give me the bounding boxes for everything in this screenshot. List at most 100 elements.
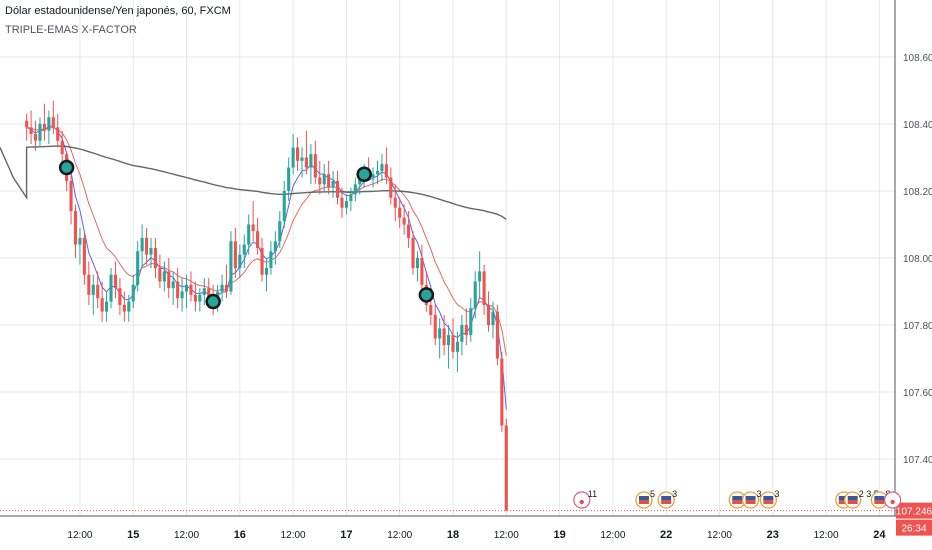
candle-body: [335, 180, 340, 198]
event-flag-top: [638, 496, 649, 500]
y-tick-label: 108.000: [903, 254, 932, 265]
candle-body: [158, 268, 162, 282]
candle-body: [491, 311, 495, 326]
candle-body: [69, 180, 73, 212]
candle-body: [478, 271, 482, 282]
candle-body: [340, 197, 344, 208]
candle-body: [180, 291, 184, 299]
event-count-label: 3: [757, 489, 762, 499]
y-tick-label: 107.400: [903, 455, 932, 466]
signal-marker: [58, 159, 75, 176]
x-tick-label: 15: [127, 529, 139, 541]
event-flag-bottom: [847, 500, 858, 504]
candle-body: [220, 284, 224, 292]
candle-body: [415, 258, 420, 269]
event-flag-top: [745, 496, 756, 500]
indicator-title[interactable]: TRIPLE-EMAS X-FACTOR: [5, 24, 137, 36]
candle-body: [127, 301, 131, 312]
y-tick-label: 108.200: [903, 187, 932, 198]
candle-body: [495, 311, 499, 359]
candle-body: [91, 284, 95, 295]
candle-body: [238, 254, 242, 269]
x-tick-label: 18: [447, 529, 459, 541]
signal-marker: [205, 293, 221, 310]
event-flag-bottom: [745, 500, 756, 504]
candle-body: [229, 241, 233, 292]
candle-body: [358, 177, 362, 185]
candle-body: [33, 134, 38, 141]
candle-body: [113, 274, 118, 289]
x-tick-label: 12:00: [281, 530, 306, 541]
x-tick-label: 12:00: [600, 530, 625, 541]
candle-body: [371, 174, 375, 178]
event-flag-top: [661, 496, 672, 500]
event-flag-bottom: [638, 500, 649, 504]
candle-body: [242, 244, 246, 255]
candle-body: [131, 284, 135, 302]
candle-body: [304, 157, 308, 168]
candle-body: [82, 237, 86, 275]
y-tick-label: 107.800: [903, 321, 932, 332]
candle-body: [140, 237, 144, 252]
candle-body: [344, 201, 348, 208]
candle-body: [25, 120, 29, 128]
event-flag-bottom: [874, 500, 885, 504]
countdown-label: 26:34: [901, 524, 926, 535]
symbol-title[interactable]: Dólar estadounidense/Yen japonés, 60, FX…: [5, 5, 231, 17]
candle-body: [273, 241, 277, 252]
candle-body: [486, 304, 491, 326]
event-flag-bottom: [661, 500, 672, 504]
candle-body: [402, 217, 406, 225]
y-tick-label: 108.400: [903, 120, 932, 131]
candle-body: [153, 247, 157, 269]
candle-body: [251, 224, 255, 232]
candle-body: [469, 308, 473, 336]
candle-body: [353, 184, 357, 195]
candle-body: [451, 335, 455, 352]
candle-body: [171, 281, 175, 289]
candle-body: [313, 154, 317, 178]
x-tick-label: 24: [873, 529, 886, 541]
candle-body: [269, 251, 273, 269]
candle-body: [327, 174, 331, 188]
candle-body: [287, 167, 291, 191]
x-tick-label: 12:00: [707, 530, 732, 541]
candle-body: [73, 211, 78, 245]
candle-body: [60, 140, 64, 155]
x-tick-label: 23: [767, 529, 779, 541]
candle-body: [433, 314, 437, 339]
candle-body: [482, 271, 486, 305]
x-tick-label: 12:00: [174, 530, 199, 541]
x-tick-label: 17: [340, 529, 352, 541]
x-tick-label: 16: [234, 529, 246, 541]
candle-body: [429, 304, 433, 315]
candle-body: [411, 237, 415, 269]
candle-body: [118, 288, 122, 305]
candle-body: [100, 298, 104, 312]
event-count-label: 3: [774, 489, 779, 499]
candle-body: [389, 177, 393, 198]
candle-body: [176, 281, 180, 299]
candle-body: [504, 425, 508, 511]
candle-body: [447, 335, 451, 346]
candle-body: [420, 258, 424, 285]
candle-body: [149, 247, 153, 255]
event-marker-dot-center: [890, 499, 895, 505]
candle-body: [455, 341, 459, 352]
candle-body: [407, 224, 411, 238]
candle-body: [384, 164, 388, 178]
event-count-label: 3: [672, 489, 677, 499]
candle-body: [309, 154, 313, 168]
event-flag-bottom: [732, 500, 743, 504]
candle-body: [198, 294, 202, 302]
event-count-label: 2 3 5: [859, 489, 879, 499]
event-count-label: 5: [650, 489, 655, 499]
candle-body: [105, 301, 109, 312]
x-tick-label: 12:00: [494, 530, 519, 541]
y-tick-label: 107.600: [903, 388, 932, 399]
candle-body: [162, 271, 166, 282]
candle-body: [256, 231, 260, 248]
candle-body: [442, 328, 446, 346]
candle-body: [318, 177, 322, 185]
